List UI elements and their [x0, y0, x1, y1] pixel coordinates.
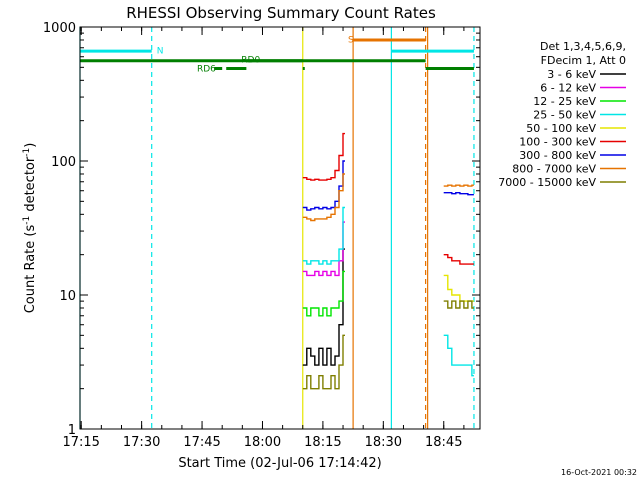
y-axis-label-sup2: -1 — [22, 148, 32, 157]
series-line — [443, 192, 474, 196]
legend-entry-label: 7000 - 15000 keV — [498, 176, 596, 189]
series-line — [302, 221, 345, 277]
legend-entry-label: 800 - 7000 keV — [512, 163, 596, 176]
x-tick-label: 18:15 — [304, 435, 341, 450]
series-line — [302, 248, 345, 366]
axis-ticks: 1 10 100 1000 17:15 17:30 17:45 18:00 18:15 18:30… — [43, 21, 480, 450]
y-axis-label: Count Rate (s-1 detector-1) — [22, 143, 38, 314]
plot-area: N S RD0 RD6 — [79, 27, 475, 429]
series-line — [302, 334, 345, 390]
x-tick-label: 18:45 — [425, 435, 462, 450]
y-axis-label-sup1: -1 — [22, 216, 32, 225]
legend-entry-label: 25 - 50 keV — [533, 109, 596, 122]
y-tick-label: 1 — [68, 423, 76, 438]
x-tick-label: 17:15 — [62, 435, 99, 450]
series-line — [443, 300, 474, 309]
flag-label: RD6 — [197, 64, 216, 74]
y-axis-label-mid: detector — [23, 156, 38, 216]
series-line — [302, 132, 345, 181]
flag-label: RD0 — [241, 56, 260, 66]
plot-frame — [79, 26, 481, 430]
legend-entry-label: 6 - 12 keV — [540, 82, 596, 95]
y-tick-label: 10 — [59, 289, 76, 304]
flag-label: S — [348, 36, 354, 46]
y-tick-label: 1000 — [43, 21, 76, 36]
legend-entry-label: 300 - 800 keV — [519, 149, 596, 162]
legend-entry-label: 12 - 25 keV — [533, 95, 596, 108]
plot-border — [79, 26, 481, 430]
series-line — [443, 254, 474, 265]
series-line — [302, 270, 345, 317]
y-axis-label-main: Count Rate (s — [23, 225, 38, 314]
series-line — [443, 184, 474, 187]
chart-title: RHESSI Observing Summary Count Rates — [126, 4, 436, 22]
legend-title-line: Det 1,3,4,5,6,9, — [540, 40, 626, 53]
x-tick-label: 18:30 — [365, 435, 402, 450]
y-tick-label: 100 — [51, 155, 76, 170]
x-axis-label: Start Time (02-Jul-06 17:14:42) — [178, 456, 381, 471]
legend-entry-label: 100 - 300 keV — [519, 136, 596, 149]
x-tick-label: 18:00 — [244, 435, 281, 450]
y-axis-label-end: ) — [23, 143, 38, 148]
series-line — [302, 173, 345, 222]
legend-entry-label: 50 - 100 keV — [526, 122, 596, 135]
series-line — [302, 206, 345, 265]
x-tick-label: 17:30 — [123, 435, 160, 450]
legend-entry-label: 3 - 6 keV — [547, 68, 596, 81]
x-tick-label: 17:45 — [183, 435, 220, 450]
timestamp: 16-Oct-2021 00:32 — [561, 468, 637, 477]
series-line — [443, 334, 474, 377]
flag-label: N — [157, 46, 164, 56]
legend: Det 1,3,4,5,6,9,FDecim 1, Att 03 - 6 keV… — [498, 40, 626, 189]
legend-title-line: FDecim 1, Att 0 — [541, 54, 626, 67]
